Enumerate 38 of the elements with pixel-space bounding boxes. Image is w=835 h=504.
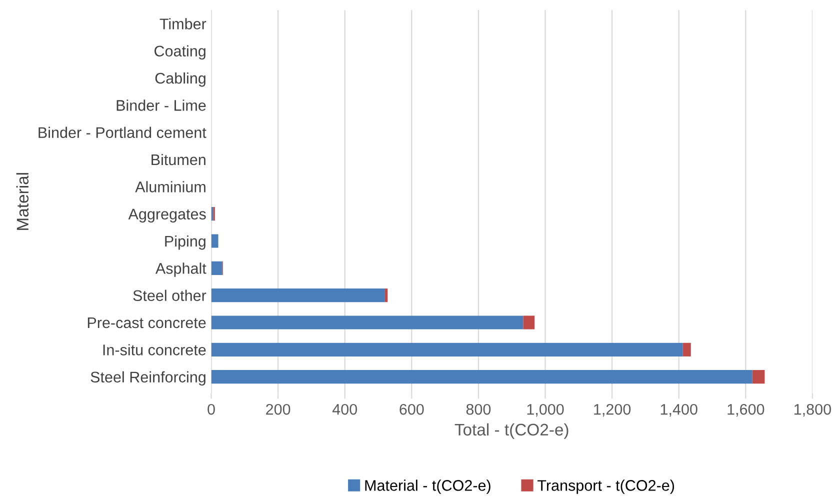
- y-tick-label: In-situ concrete: [103, 344, 206, 356]
- x-tick-label: 1,200: [594, 404, 631, 417]
- bar: [523, 316, 535, 330]
- x-tick-label: 400: [332, 404, 358, 415]
- bar: [211, 316, 524, 330]
- y-tick-label: Asphalt: [155, 262, 206, 277]
- y-axis-title: Material: [16, 173, 29, 230]
- x-tick-label: 600: [400, 404, 424, 415]
- bar: [752, 370, 765, 384]
- x-tick-label: 200: [266, 404, 290, 415]
- y-tick-label: Binder - Lime: [116, 100, 206, 111]
- y-tick-label: Pre-cast concrete: [88, 318, 206, 328]
- y-tick-label: Bitumen: [152, 154, 206, 166]
- legend-label: Transport - t(CO2-e): [538, 480, 674, 494]
- bar: [384, 288, 388, 302]
- y-tick-label: Timber: [160, 18, 206, 30]
- y-tick-label: Aluminium: [135, 181, 206, 192]
- y-tick-label: Coating: [154, 45, 206, 60]
- x-tick-label: 1,400: [660, 404, 698, 417]
- y-tick-label: Steel Reinforcing: [90, 371, 206, 386]
- x-tick-label: 1,800: [794, 404, 831, 417]
- x-axis-title: Total - t(CO2-e): [454, 423, 568, 439]
- y-tick-label: Aggregates: [128, 208, 206, 223]
- bar: [682, 342, 691, 356]
- bar: [211, 234, 218, 248]
- legend-label: Material - t(CO2-e): [365, 480, 490, 494]
- x-tick-label: 800: [466, 404, 491, 415]
- bar: [211, 261, 222, 275]
- x-tick-label: 0: [208, 404, 215, 415]
- bar: [211, 288, 385, 302]
- y-tick-label: Piping: [165, 235, 206, 250]
- y-tick-label: Binder - Portland cement: [38, 126, 206, 138]
- y-tick-label: Cabling: [155, 72, 206, 87]
- bar: [211, 370, 752, 384]
- bar: [211, 342, 683, 356]
- x-tick-label: 1,000: [527, 404, 564, 417]
- x-tick-label: 1,600: [728, 404, 764, 417]
- y-tick-label: Steel other: [133, 290, 206, 302]
